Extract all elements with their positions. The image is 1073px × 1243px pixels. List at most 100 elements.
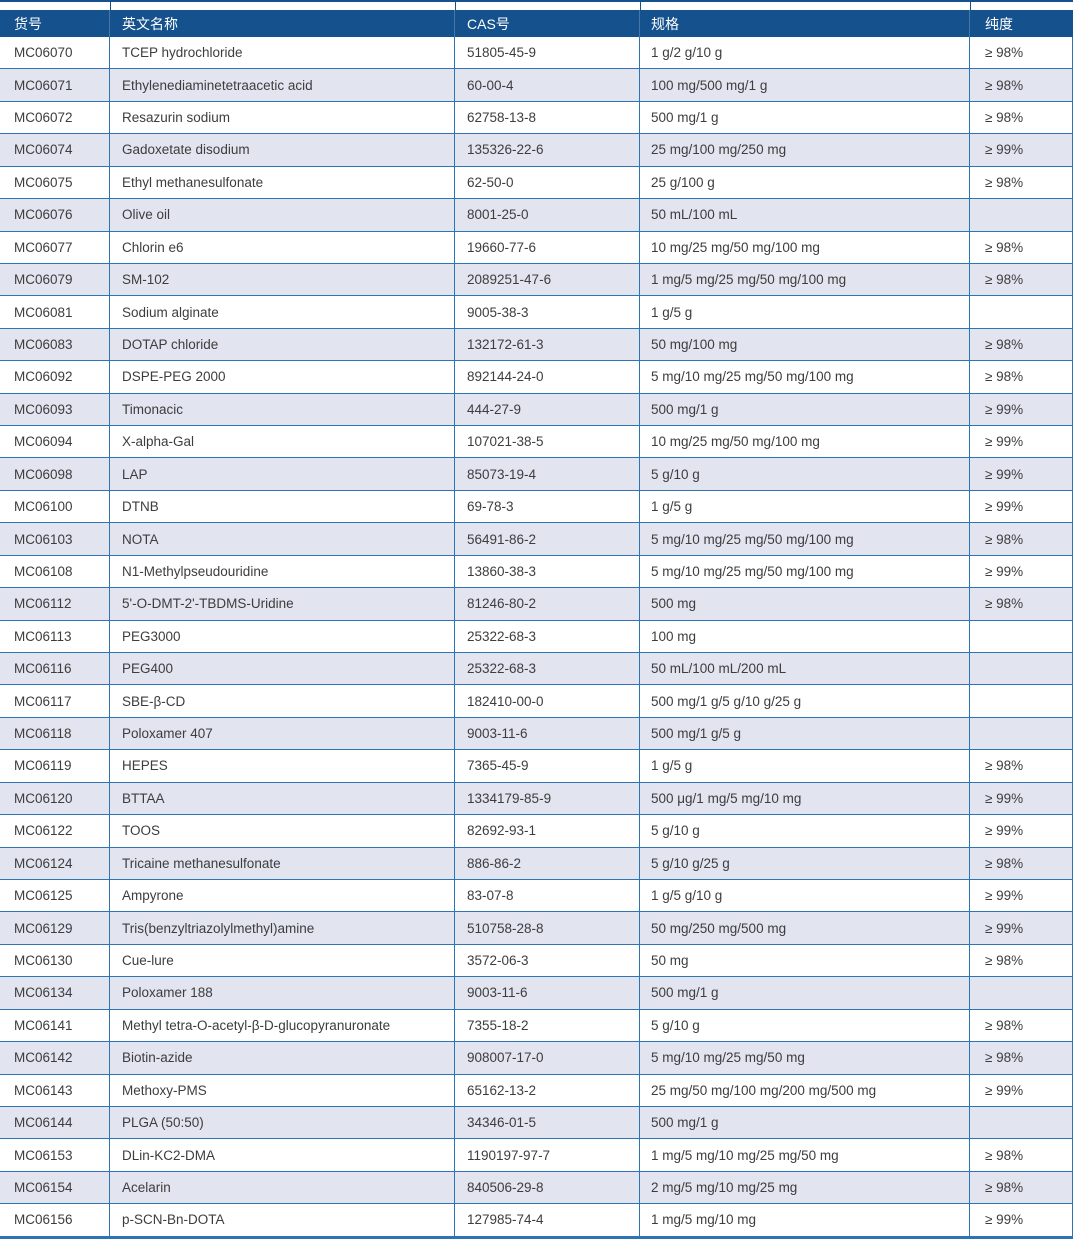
table-row: MC06141 Methyl tetra-O-acetyl-β-D-glucop… bbox=[0, 1009, 1073, 1043]
english-name-cell: HEPES bbox=[110, 750, 455, 782]
cas-no-cell: 34346-01-5 bbox=[455, 1106, 640, 1139]
english-name-cell: Cue-lure bbox=[110, 944, 455, 977]
table-row: MC06144 PLGA (50:50) 34346-01-5 500 mg/1… bbox=[0, 1106, 1073, 1140]
spec-cell: 2 mg/5 mg/10 mg/25 mg bbox=[640, 1171, 970, 1204]
purity-cell: ≥ 99% bbox=[970, 426, 1073, 458]
english-name-cell: SBE-β-CD bbox=[110, 685, 455, 717]
purity-cell: ≥ 98% bbox=[970, 1139, 1073, 1171]
purity-cell: ≥ 99% bbox=[970, 1074, 1073, 1106]
spec-cell: 50 mg/100 mg bbox=[640, 328, 970, 361]
item-no-cell: MC06072 bbox=[0, 101, 110, 134]
item-no-cell: MC06094 bbox=[0, 426, 110, 458]
spec-cell: 1 g/2 g/10 g bbox=[640, 37, 970, 69]
spec-cell: 25 mg/50 mg/100 mg/200 mg/500 mg bbox=[640, 1074, 970, 1106]
purity-cell: ≥ 99% bbox=[970, 1204, 1073, 1236]
table-row: MC06098 LAP 85073-19-4 5 g/10 g ≥ 99% bbox=[0, 458, 1073, 491]
cas-no-cell: 25322-68-3 bbox=[455, 620, 640, 653]
purity-cell: ≥ 98% bbox=[970, 166, 1073, 199]
item-no-cell: MC06108 bbox=[0, 555, 110, 588]
cas-no-cell: 13860-38-3 bbox=[455, 555, 640, 588]
cas-no-cell: 892144-24-0 bbox=[455, 361, 640, 393]
table-row: MC06154 Acelarin 840506-29-8 2 mg/5 mg/1… bbox=[0, 1171, 1073, 1205]
table-top-gap bbox=[0, 2, 1073, 10]
cas-no-cell: 62758-13-8 bbox=[455, 101, 640, 134]
english-name-cell: Biotin-azide bbox=[110, 1042, 455, 1074]
item-no-cell: MC06141 bbox=[0, 1009, 110, 1042]
spec-cell: 1 g/5 g bbox=[640, 490, 970, 523]
english-name-cell: Ethyl methanesulfonate bbox=[110, 166, 455, 199]
spec-cell: 500 mg/1 g bbox=[640, 101, 970, 134]
item-no-cell: MC06079 bbox=[0, 263, 110, 296]
spec-cell: 50 mg bbox=[640, 944, 970, 977]
cas-no-cell: 182410-00-0 bbox=[455, 685, 640, 717]
cas-no-cell: 107021-38-5 bbox=[455, 426, 640, 458]
spec-cell: 500 mg/1 g bbox=[640, 977, 970, 1009]
purity-cell bbox=[970, 717, 1073, 750]
header-english-name: 英文名称 bbox=[110, 10, 455, 37]
spec-cell: 5 g/10 g bbox=[640, 815, 970, 847]
english-name-cell: Chlorin e6 bbox=[110, 231, 455, 263]
table-row: MC06122 TOOS 82692-93-1 5 g/10 g ≥ 99% bbox=[0, 815, 1073, 848]
item-no-cell: MC06083 bbox=[0, 328, 110, 361]
english-name-cell: BTTAA bbox=[110, 782, 455, 815]
cas-no-cell: 8001-25-0 bbox=[455, 199, 640, 231]
table-row: MC06142 Biotin-azide 908007-17-0 5 mg/10… bbox=[0, 1042, 1073, 1075]
english-name-cell: Methoxy-PMS bbox=[110, 1074, 455, 1106]
table-row: MC06092 DSPE-PEG 2000 892144-24-0 5 mg/1… bbox=[0, 361, 1073, 394]
table-row: MC06124 Tricaine methanesulfonate 886-86… bbox=[0, 847, 1073, 880]
table-row: MC06116 PEG400 25322-68-3 50 mL/100 mL/2… bbox=[0, 653, 1073, 686]
table-row: MC06119 HEPES 7365-45-9 1 g/5 g ≥ 98% bbox=[0, 750, 1073, 783]
item-no-cell: MC06119 bbox=[0, 750, 110, 782]
item-no-cell: MC06077 bbox=[0, 231, 110, 263]
english-name-cell: Timonacic bbox=[110, 393, 455, 426]
table-row: MC06129 Tris(benzyltriazolylmethyl)amine… bbox=[0, 912, 1073, 945]
cas-no-cell: 83-07-8 bbox=[455, 879, 640, 912]
cas-no-cell: 1334179-85-9 bbox=[455, 782, 640, 815]
table-row: MC06153 DLin-KC2-DMA 1190197-97-7 1 mg/5… bbox=[0, 1139, 1073, 1172]
spec-cell: 100 mg/500 mg/1 g bbox=[640, 69, 970, 101]
english-name-cell: DLin-KC2-DMA bbox=[110, 1139, 455, 1171]
purity-cell: ≥ 98% bbox=[970, 361, 1073, 393]
cas-no-cell: 127985-74-4 bbox=[455, 1204, 640, 1236]
cas-no-cell: 62-50-0 bbox=[455, 166, 640, 199]
item-no-cell: MC06075 bbox=[0, 166, 110, 199]
purity-cell: ≥ 98% bbox=[970, 847, 1073, 879]
spec-cell: 10 mg/25 mg/50 mg/100 mg bbox=[640, 231, 970, 263]
cas-no-cell: 7355-18-2 bbox=[455, 1009, 640, 1042]
purity-cell bbox=[970, 199, 1073, 231]
spec-cell: 5 g/10 g/25 g bbox=[640, 847, 970, 879]
english-name-cell: Olive oil bbox=[110, 199, 455, 231]
cas-no-cell: 9003-11-6 bbox=[455, 977, 640, 1009]
item-no-cell: MC06076 bbox=[0, 199, 110, 231]
table-row: MC06113 PEG3000 25322-68-3 100 mg bbox=[0, 620, 1073, 654]
item-no-cell: MC06081 bbox=[0, 296, 110, 328]
item-no-cell: MC06142 bbox=[0, 1042, 110, 1074]
english-name-cell: Sodium alginate bbox=[110, 296, 455, 328]
english-name-cell: TCEP hydrochloride bbox=[110, 37, 455, 69]
spec-cell: 1 g/5 g bbox=[640, 296, 970, 328]
item-no-cell: MC06124 bbox=[0, 847, 110, 879]
table-row: MC06100 DTNB 69-78-3 1 g/5 g ≥ 99% bbox=[0, 490, 1073, 524]
english-name-cell: Acelarin bbox=[110, 1171, 455, 1204]
english-name-cell: DOTAP chloride bbox=[110, 328, 455, 361]
table-row: MC06156 p-SCN-Bn-DOTA 127985-74-4 1 mg/5… bbox=[0, 1204, 1073, 1237]
item-no-cell: MC06070 bbox=[0, 37, 110, 69]
english-name-cell: PEG400 bbox=[110, 653, 455, 685]
cas-no-cell: 19660-77-6 bbox=[455, 231, 640, 263]
item-no-cell: MC06122 bbox=[0, 815, 110, 847]
table-row: MC06108 N1-Methylpseudouridine 13860-38-… bbox=[0, 555, 1073, 589]
cas-no-cell: 132172-61-3 bbox=[455, 328, 640, 361]
item-no-cell: MC06144 bbox=[0, 1106, 110, 1139]
purity-cell: ≥ 98% bbox=[970, 523, 1073, 555]
english-name-cell: Methyl tetra-O-acetyl-β-D-glucopyranuron… bbox=[110, 1009, 455, 1042]
english-name-cell: NOTA bbox=[110, 523, 455, 555]
table-bottom-border bbox=[0, 1236, 1073, 1239]
english-name-cell: DSPE-PEG 2000 bbox=[110, 361, 455, 393]
table-row: MC06120 BTTAA 1334179-85-9 500 μg/1 mg/5… bbox=[0, 782, 1073, 816]
table-row: MC06074 Gadoxetate disodium 135326-22-6 … bbox=[0, 134, 1073, 167]
header-item-no: 货号 bbox=[0, 10, 110, 37]
item-no-cell: MC06118 bbox=[0, 717, 110, 750]
cas-no-cell: 9005-38-3 bbox=[455, 296, 640, 328]
english-name-cell: Gadoxetate disodium bbox=[110, 134, 455, 166]
cas-no-cell: 444-27-9 bbox=[455, 393, 640, 426]
